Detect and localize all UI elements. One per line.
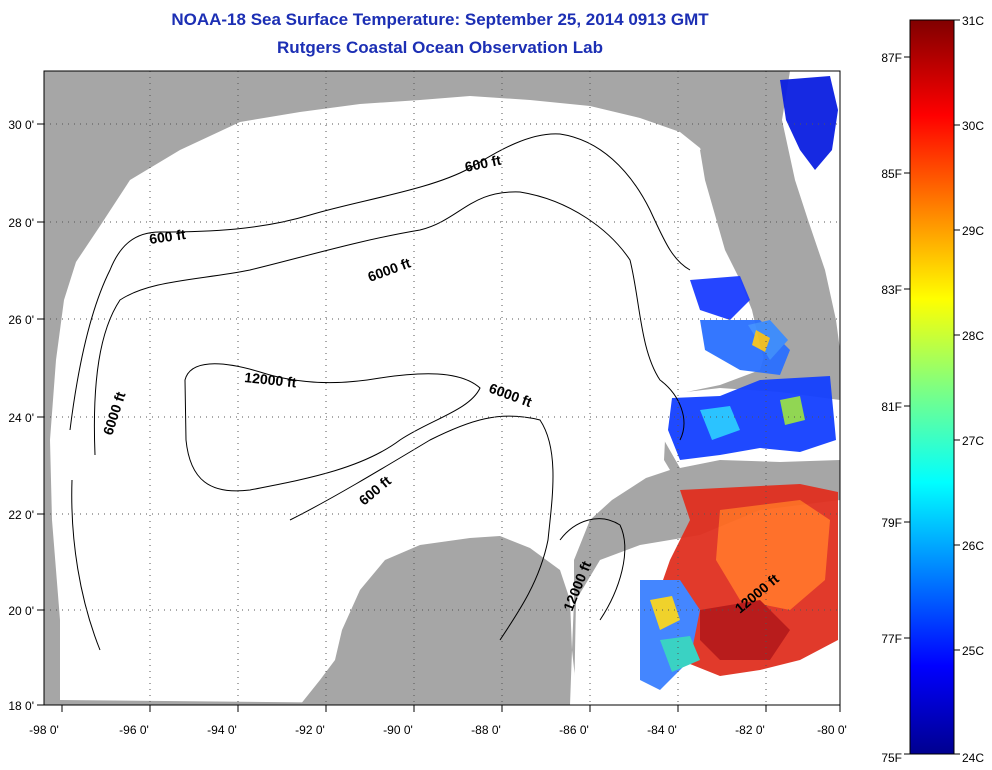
fahrenheit-label: 85F: [881, 167, 902, 181]
contour-12000ft-channel: [559, 518, 626, 621]
fahrenheit-label: 87F: [881, 51, 902, 65]
sst-data-patches: [640, 76, 838, 690]
florida-land: [700, 115, 838, 380]
lon-label: -96 0': [119, 723, 149, 737]
lat-label: 28 0': [8, 216, 34, 230]
temperature-colorbar: 31C 30C 29C 28C 27C 26C 25C 24C 87F 85F …: [881, 14, 984, 765]
lat-label: 20 0': [8, 604, 34, 618]
lon-label: -84 0': [647, 723, 677, 737]
lon-label: -82 0': [735, 723, 765, 737]
lat-label: 18 0': [8, 699, 34, 713]
contour-inner-shelf: [71, 479, 101, 651]
celsius-label: 28C: [962, 329, 984, 343]
celsius-label: 24C: [962, 751, 984, 765]
celsius-label: 30C: [962, 119, 984, 133]
lon-label: -92 0': [295, 723, 325, 737]
contour-label: 600 ft: [463, 152, 502, 175]
contour-600ft-yucatan: [289, 415, 554, 641]
fahrenheit-label: 83F: [881, 283, 902, 297]
lat-label: 24 0': [8, 411, 34, 425]
fahrenheit-label: 77F: [881, 632, 902, 646]
map-area: 600 ft 600 ft 6000 ft 12000 ft 6000 ft 6…: [44, 71, 840, 705]
contour-6000ft: [93, 191, 685, 456]
celsius-label: 31C: [962, 14, 984, 28]
depth-contours: [69, 133, 691, 651]
celsius-label: 27C: [962, 434, 984, 448]
contour-label: 600 ft: [148, 226, 187, 247]
map-subtitle: Rutgers Coastal Ocean Observation Lab: [277, 38, 603, 57]
yucatan-land: [300, 536, 572, 705]
contour-label: 12000 ft: [244, 369, 298, 390]
lon-label: -88 0': [471, 723, 501, 737]
axis-ticks: [37, 123, 841, 712]
contour-12000ft: [184, 363, 481, 492]
fahrenheit-label: 75F: [881, 751, 902, 765]
celsius-label: 25C: [962, 644, 984, 658]
lat-label: 26 0': [8, 313, 34, 327]
lon-label: -86 0': [559, 723, 589, 737]
fahrenheit-label: 81F: [881, 400, 902, 414]
lon-label: -94 0': [207, 723, 237, 737]
celsius-label: 29C: [962, 224, 984, 238]
contour-600ft-shelf: [69, 133, 691, 431]
map-grid: [44, 71, 840, 705]
celsius-label: 26C: [962, 539, 984, 553]
map-frame: [43, 70, 841, 706]
gulf-water: [50, 96, 772, 705]
latitude-labels: 30 0' 28 0' 26 0' 24 0' 22 0' 20 0' 18 0…: [8, 118, 34, 713]
lat-label: 30 0': [8, 118, 34, 132]
lat-label: 22 0': [8, 508, 34, 522]
fahrenheit-label: 79F: [881, 516, 902, 530]
lon-label: -90 0': [383, 723, 413, 737]
colorbar-gradient: [909, 19, 955, 755]
lon-label: -98 0': [29, 723, 59, 737]
lon-label: -80 0': [817, 723, 847, 737]
longitude-labels: -98 0' -96 0' -94 0' -92 0' -90 0' -88 0…: [29, 723, 847, 737]
map-title: NOAA-18 Sea Surface Temperature: Septemb…: [171, 10, 709, 29]
